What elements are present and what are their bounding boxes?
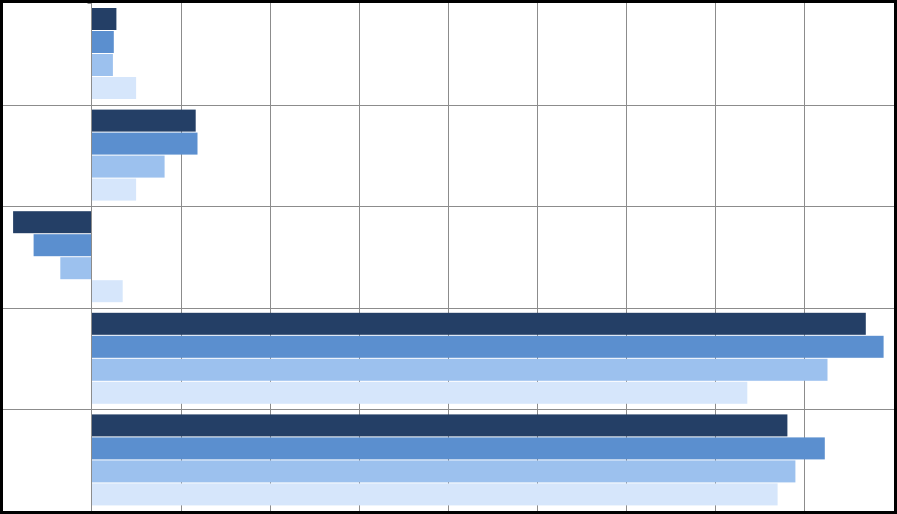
bar-series-3-category-1 xyxy=(91,54,113,76)
bar-series-3-category-2 xyxy=(91,155,165,178)
bar-series-3-category-4 xyxy=(91,358,828,381)
bar-series-4-category-4 xyxy=(91,381,748,404)
bar-series-4-category-5 xyxy=(91,483,778,506)
axis-layer xyxy=(87,3,92,512)
bar-series-3-category-5 xyxy=(91,460,796,483)
grid-layer xyxy=(3,3,894,511)
bar-series-3-category-3 xyxy=(60,257,92,280)
bar-series-4-category-1 xyxy=(91,77,137,99)
bar-series-1-category-5 xyxy=(91,414,788,437)
bar-series-2-category-3 xyxy=(33,234,92,257)
bar-series-2-category-5 xyxy=(91,437,825,460)
bar-series-1-category-2 xyxy=(91,109,196,132)
bar-series-1-category-1 xyxy=(91,8,117,30)
bar-series-4-category-2 xyxy=(91,178,137,201)
bar-series-4-category-3 xyxy=(91,280,123,303)
bar-layer xyxy=(13,8,884,506)
bar-series-2-category-1 xyxy=(91,31,114,53)
bar-series-2-category-4 xyxy=(91,335,884,358)
bar-series-1-category-3 xyxy=(13,211,92,234)
bar-series-1-category-4 xyxy=(91,312,866,335)
bar-series-2-category-2 xyxy=(91,132,198,155)
